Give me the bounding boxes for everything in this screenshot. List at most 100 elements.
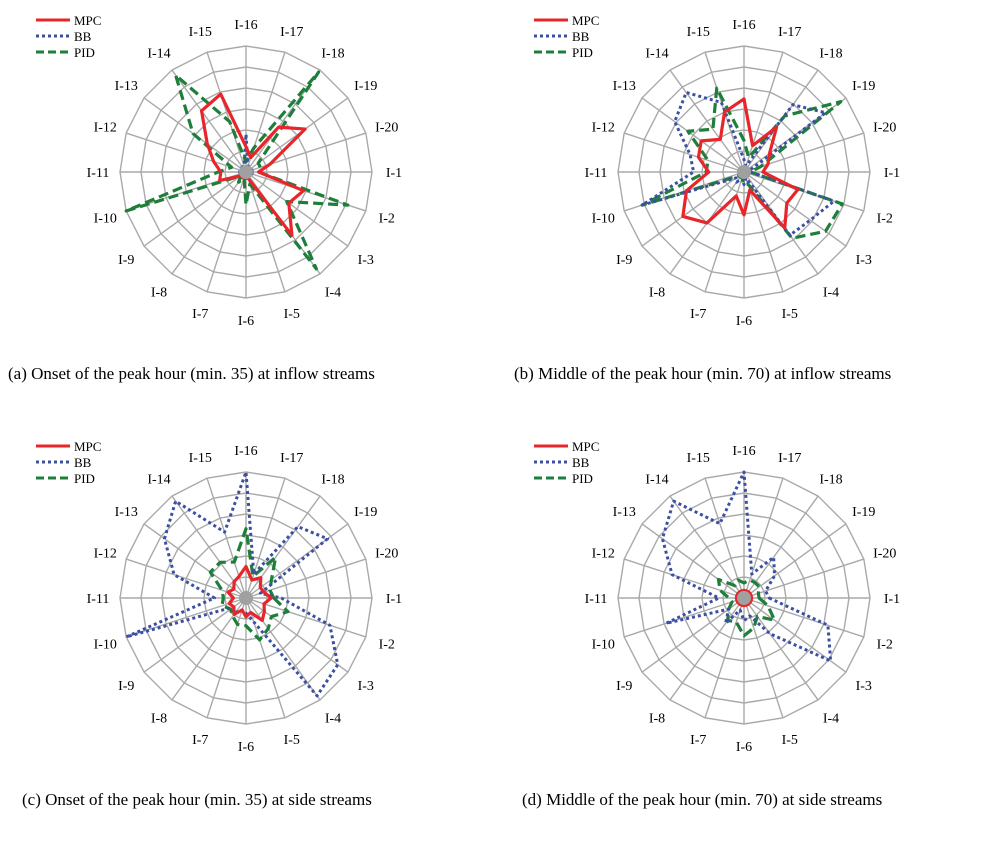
grid-spoke xyxy=(143,171,247,247)
series-mpc xyxy=(226,564,273,623)
grid xyxy=(617,471,871,725)
axis-label: I-5 xyxy=(284,733,300,748)
axis-label: I-3 xyxy=(856,679,872,694)
axis-label: I-9 xyxy=(616,253,632,268)
axis-label: I-8 xyxy=(649,286,665,301)
grid-spoke xyxy=(743,597,819,701)
axis-label: I-16 xyxy=(732,444,755,459)
axis-label: I-15 xyxy=(687,25,710,40)
axis-label: I-12 xyxy=(94,120,117,135)
axis-label: I-10 xyxy=(592,212,615,227)
grid-spoke xyxy=(669,495,745,599)
grid-spoke xyxy=(206,171,247,293)
axis-label: I-6 xyxy=(238,740,254,755)
grid-spoke xyxy=(623,132,745,173)
axis-label: I-5 xyxy=(284,307,300,322)
axis-label: I-2 xyxy=(877,212,893,227)
grid-spoke xyxy=(125,558,247,599)
grid-spoke xyxy=(206,51,247,173)
axis-label: I-5 xyxy=(782,733,798,748)
axis-label: I-18 xyxy=(819,472,842,487)
axis-label: I-3 xyxy=(856,253,872,268)
axis-label: I-13 xyxy=(115,79,138,94)
axis-label: I-3 xyxy=(358,679,374,694)
axis-label: I-12 xyxy=(94,546,117,561)
axis-label: I-1 xyxy=(884,166,900,181)
axis-label: I-20 xyxy=(375,120,398,135)
grid-spoke xyxy=(641,597,745,673)
axis-label: I-10 xyxy=(94,638,117,653)
grid-spoke xyxy=(245,171,286,293)
series-bb xyxy=(660,470,833,663)
axis-label: I-14 xyxy=(645,472,668,487)
caption-c: (c) Onset of the peak hour (min. 35) at … xyxy=(22,790,372,809)
panel-d: I-1 I-2 I-3 I-4 I-5 I-6 I-7 I-8 I-9 I-10 I-11 I-12 I… xyxy=(498,426,996,841)
center-hub xyxy=(239,591,253,605)
legend-label-mpc: MPC xyxy=(572,439,599,454)
caption-a: (a) Onset of the peak hour (min. 35) at … xyxy=(8,364,375,383)
axis-label: I-1 xyxy=(386,166,402,181)
caption-d: (d) Middle of the peak hour (min. 70) at… xyxy=(522,790,883,809)
axis-label: I-2 xyxy=(379,638,395,653)
axis-label: I-9 xyxy=(616,679,632,694)
grid-spoke xyxy=(743,51,784,173)
axis-label: I-17 xyxy=(778,451,801,466)
grid-spoke xyxy=(641,171,745,247)
axis-label: I-7 xyxy=(192,307,208,322)
axis-label: I-5 xyxy=(782,307,798,322)
legend-label-bb: BB xyxy=(572,455,590,470)
grid-spoke xyxy=(743,477,784,599)
grid-spoke xyxy=(743,132,865,173)
axis-label: I-16 xyxy=(732,18,755,33)
axis-label: I-4 xyxy=(325,286,341,301)
legend-label-bb: BB xyxy=(74,29,92,44)
axis-label: I-9 xyxy=(118,679,134,694)
grid-spoke xyxy=(669,69,745,173)
grid-spoke xyxy=(743,597,847,673)
grid-spoke xyxy=(125,132,247,173)
axis-label: I-20 xyxy=(375,546,398,561)
legend-label-bb: BB xyxy=(572,29,590,44)
legend-label-bb: BB xyxy=(74,455,92,470)
axis-label: I-7 xyxy=(192,733,208,748)
axis-label: I-19 xyxy=(354,505,377,520)
axis-label: I-10 xyxy=(592,638,615,653)
axis-label: I-19 xyxy=(852,505,875,520)
legend-label-mpc: MPC xyxy=(74,13,101,28)
axis-label: I-11 xyxy=(585,166,608,181)
axis-label: I-17 xyxy=(280,451,303,466)
axis-label: I-14 xyxy=(147,472,170,487)
grid-spoke xyxy=(743,558,865,599)
axis-label: I-11 xyxy=(585,592,608,607)
grid-spoke xyxy=(245,495,321,599)
legend-label-mpc: MPC xyxy=(572,13,599,28)
grid-spoke xyxy=(743,597,865,638)
axis-label: I-13 xyxy=(115,505,138,520)
axis-label: I-18 xyxy=(321,472,344,487)
axis-label: I-19 xyxy=(354,79,377,94)
axis-label: I-3 xyxy=(358,253,374,268)
axis-label: I-6 xyxy=(736,314,752,329)
axis-label: I-11 xyxy=(87,592,110,607)
axis-label: I-16 xyxy=(234,444,257,459)
axis-label: I-8 xyxy=(151,286,167,301)
axis-label: I-14 xyxy=(645,46,668,61)
series-pid xyxy=(208,527,290,642)
grid-spoke xyxy=(743,171,865,212)
radar-chart-c: I-1 I-2 I-3 I-4 I-5 I-6 I-7 I-8 I-9 I-10 I-11 I-12 I… xyxy=(36,439,402,755)
series-mpc xyxy=(681,97,800,230)
grid-spoke xyxy=(245,597,349,673)
legend-label-pid: PID xyxy=(572,45,593,60)
axis-label: I-12 xyxy=(592,546,615,561)
center-hub xyxy=(737,165,751,179)
axis-label: I-1 xyxy=(884,592,900,607)
axis-label: I-2 xyxy=(877,638,893,653)
grid-spoke xyxy=(245,523,349,599)
axis-label: I-13 xyxy=(613,505,636,520)
center-hub xyxy=(239,165,253,179)
axis-label: I-8 xyxy=(151,712,167,727)
axis-label: I-19 xyxy=(852,79,875,94)
axis-label: I-6 xyxy=(238,314,254,329)
